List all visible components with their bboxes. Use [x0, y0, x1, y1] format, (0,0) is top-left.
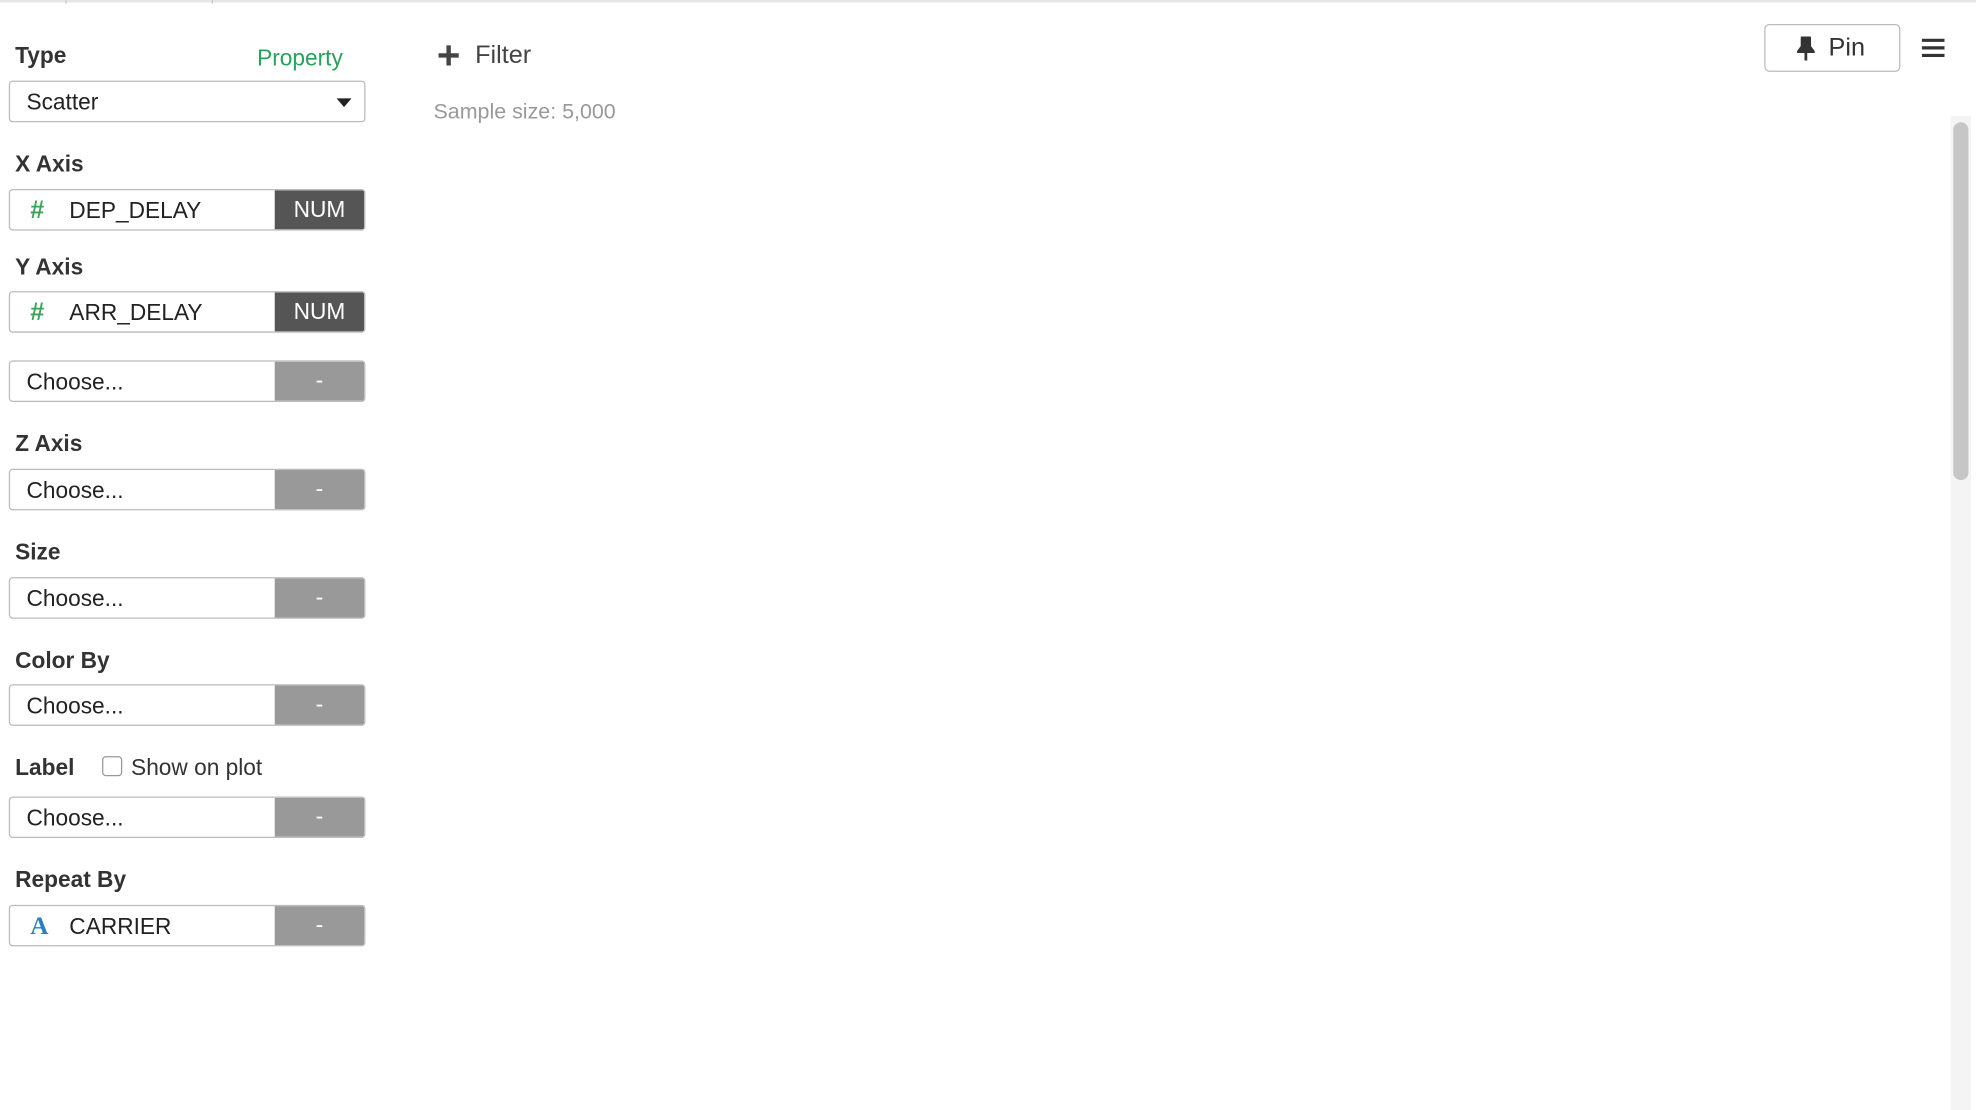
scrollbar-thumb[interactable] [1953, 122, 1969, 481]
sample-size: Sample size: 5,000 [433, 99, 616, 124]
type-label: Type [15, 42, 67, 69]
field-select[interactable]: # DEP_DELAY NUM [8, 189, 366, 231]
field-select[interactable]: A CARRIER - [8, 904, 366, 947]
field-value: DEP_DELAY [69, 197, 202, 224]
field-label: Color By [15, 647, 110, 673]
tab-edge [65, 0, 67, 4]
tab-edge [211, 0, 213, 4]
field-label: Z Axis [15, 430, 83, 457]
field-label: Repeat By [15, 867, 127, 893]
field-select[interactable]: Choose... - [8, 360, 366, 403]
pin-button[interactable]: Pin [1764, 23, 1901, 72]
menu-icon[interactable] [1921, 38, 1945, 58]
field-button[interactable]: NUM [274, 292, 365, 332]
filter-button[interactable]: Filter [475, 41, 532, 70]
field-select[interactable]: Choose... - [8, 577, 366, 619]
field-value: ARR_DELAY [69, 299, 203, 326]
field-button[interactable]: - [274, 578, 365, 618]
field-button[interactable]: - [274, 361, 365, 401]
field-value: Choose... [26, 693, 124, 719]
caret [336, 98, 352, 108]
field-value: Choose... [26, 369, 124, 395]
property-link[interactable]: Property [257, 45, 343, 71]
pin-label: Pin [1828, 34, 1865, 62]
field-value: Choose... [26, 585, 124, 612]
field-select[interactable]: # ARR_DELAY NUM [8, 291, 366, 333]
type-icon: A [30, 912, 49, 941]
field-button[interactable]: NUM [274, 190, 365, 230]
checkbox-label: Show on plot [131, 754, 263, 781]
top-border [0, 0, 1976, 3]
field-select[interactable]: Choose... - [8, 468, 366, 511]
plus-icon[interactable] [437, 44, 460, 67]
field-button[interactable]: - [274, 797, 365, 837]
field-select[interactable]: Choose... - [8, 796, 366, 839]
field-button[interactable]: - [274, 470, 365, 510]
pin-icon [1797, 36, 1815, 61]
field-label: Y Axis [15, 254, 84, 280]
field-value: Choose... [26, 805, 124, 831]
checkbox[interactable] [102, 756, 123, 777]
field-button[interactable]: - [274, 906, 365, 946]
type-icon: # [30, 196, 45, 225]
field-label: Label [15, 754, 75, 781]
chart-type: Scatter [26, 89, 99, 115]
field-select[interactable]: Choose... - [8, 684, 366, 726]
field-label: Size [15, 539, 61, 565]
type-icon: # [30, 298, 45, 327]
field-value: Choose... [26, 477, 124, 503]
field-label: X Axis [15, 151, 84, 177]
field-button[interactable]: - [274, 685, 365, 725]
chart-type-select[interactable]: Scatter [8, 80, 366, 123]
field-value: CARRIER [69, 913, 172, 939]
